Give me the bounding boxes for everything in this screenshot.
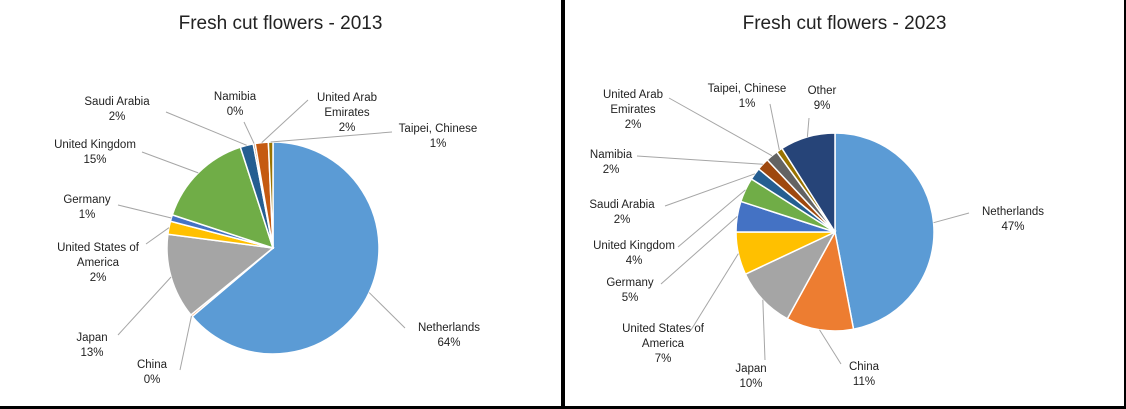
data-label-pct-united-kingdom: 4%	[626, 255, 643, 267]
chart-panel-2023: Fresh cut flowers - 2023 Netherlands 47% C…	[565, 0, 1124, 406]
data-label-japan: Japan 10%	[735, 363, 766, 390]
leader-line-other	[806, 117, 810, 137]
leader-line-united-kingdom	[141, 151, 199, 174]
leader-line-germany	[117, 204, 172, 219]
data-label-pct-namibia: 2%	[603, 164, 620, 176]
data-label-united-arab-emirates: United Arab Emirates 2%	[317, 92, 377, 134]
data-label-pct-united-states-of-america: 2%	[90, 272, 107, 284]
leader-line-united-states-of-america	[145, 227, 170, 245]
leader-line-saudi-arabia	[165, 111, 247, 146]
data-label-taipei-chinese: Taipei, Chinese 1%	[708, 83, 787, 110]
pie-slice-japan	[166, 233, 275, 317]
leader-line-japan	[762, 299, 766, 361]
data-label-pct-china: 0%	[144, 374, 161, 386]
data-label-pct-united-arab-emirates: 2%	[625, 119, 642, 131]
data-label-united-states-of-america: United States of America 7%	[622, 323, 705, 365]
data-label-united-states-of-america: United States of America 2%	[57, 242, 140, 284]
data-label-saudi-arabia: Saudi Arabia 2%	[589, 199, 655, 226]
data-label-pct-taipei-chinese: 1%	[739, 98, 756, 110]
data-label-namibia: Namibia 2%	[590, 149, 633, 176]
data-label-pct-saudi-arabia: 2%	[614, 214, 631, 226]
leader-line-taipei-chinese	[270, 131, 393, 143]
data-label-saudi-arabia: Saudi Arabia 2%	[84, 96, 150, 123]
data-label-pct-united-kingdom: 15%	[83, 154, 106, 166]
chart-title-2013: Fresh cut flowers - 2013	[178, 13, 383, 34]
leader-line-germany	[660, 216, 738, 285]
leader-line-namibia	[636, 155, 763, 165]
leader-line-netherlands	[368, 292, 406, 329]
pie-chart-2023: Netherlands 47% China 11% Japan 10% United Sta…	[589, 83, 1044, 390]
pie-chart-2013: Netherlands 64% China 0% Japan 13% United Stat…	[54, 91, 480, 386]
data-label-pct-taipei-chinese: 1%	[430, 138, 447, 150]
data-label-pct-other: 9%	[814, 100, 831, 112]
chart-title-2023: Fresh cut flowers - 2023	[742, 13, 947, 34]
data-label-germany: Germany 5%	[606, 277, 654, 304]
data-label-pct-china: 11%	[853, 376, 875, 388]
data-label-united-kingdom: United Kingdom 15%	[54, 139, 136, 166]
leader-line-united-states-of-america	[690, 253, 739, 331]
data-label-other: Other 9%	[808, 85, 837, 112]
data-label-japan: Japan 13%	[76, 332, 107, 359]
data-label-pct-netherlands: 64%	[437, 337, 460, 349]
leader-line-japan	[117, 276, 172, 336]
pie-slice-other	[780, 132, 836, 235]
pie-slice-netherlands	[834, 132, 935, 331]
data-label-pct-united-arab-emirates: 2%	[339, 122, 356, 134]
data-label-pct-netherlands: 47%	[1001, 221, 1024, 233]
data-label-taipei-chinese: Taipei, Chinese 1%	[399, 123, 478, 150]
leader-line-namibia	[243, 121, 255, 144]
data-label-united-kingdom: United Kingdom 4%	[593, 240, 675, 267]
leader-line-taipei-chinese	[769, 103, 780, 151]
data-label-namibia: Namibia 0%	[214, 91, 257, 118]
pie-slice-china	[786, 229, 855, 332]
data-label-netherlands: Netherlands 64%	[418, 322, 480, 349]
data-label-united-arab-emirates: United Arab Emirates 2%	[603, 89, 663, 131]
leader-line-china	[179, 315, 192, 371]
data-label-pct-japan: 13%	[80, 347, 103, 359]
chart-panel-2013: Fresh cut flowers - 2013 Netherlands 64% C…	[0, 0, 561, 406]
leader-line-saudi-arabia	[664, 173, 756, 207]
data-label-pct-japan: 10%	[739, 378, 762, 390]
leader-line-china	[819, 329, 842, 365]
data-label-pct-namibia: 0%	[227, 106, 244, 118]
data-label-netherlands: Netherlands 47%	[982, 206, 1044, 233]
data-label-germany: Germany 1%	[63, 194, 111, 221]
data-label-pct-united-states-of-america: 7%	[655, 353, 672, 365]
data-label-pct-germany: 1%	[79, 209, 96, 221]
leader-line-netherlands	[933, 212, 970, 224]
data-label-china: China 0%	[137, 359, 168, 386]
leader-line-united-kingdom	[677, 189, 746, 248]
leader-line-united-arab-emirates	[261, 99, 309, 143]
data-label-pct-saudi-arabia: 2%	[109, 111, 126, 123]
data-label-china: China 11%	[849, 361, 880, 388]
leader-line-united-arab-emirates	[668, 97, 773, 157]
data-label-pct-germany: 5%	[622, 292, 639, 304]
